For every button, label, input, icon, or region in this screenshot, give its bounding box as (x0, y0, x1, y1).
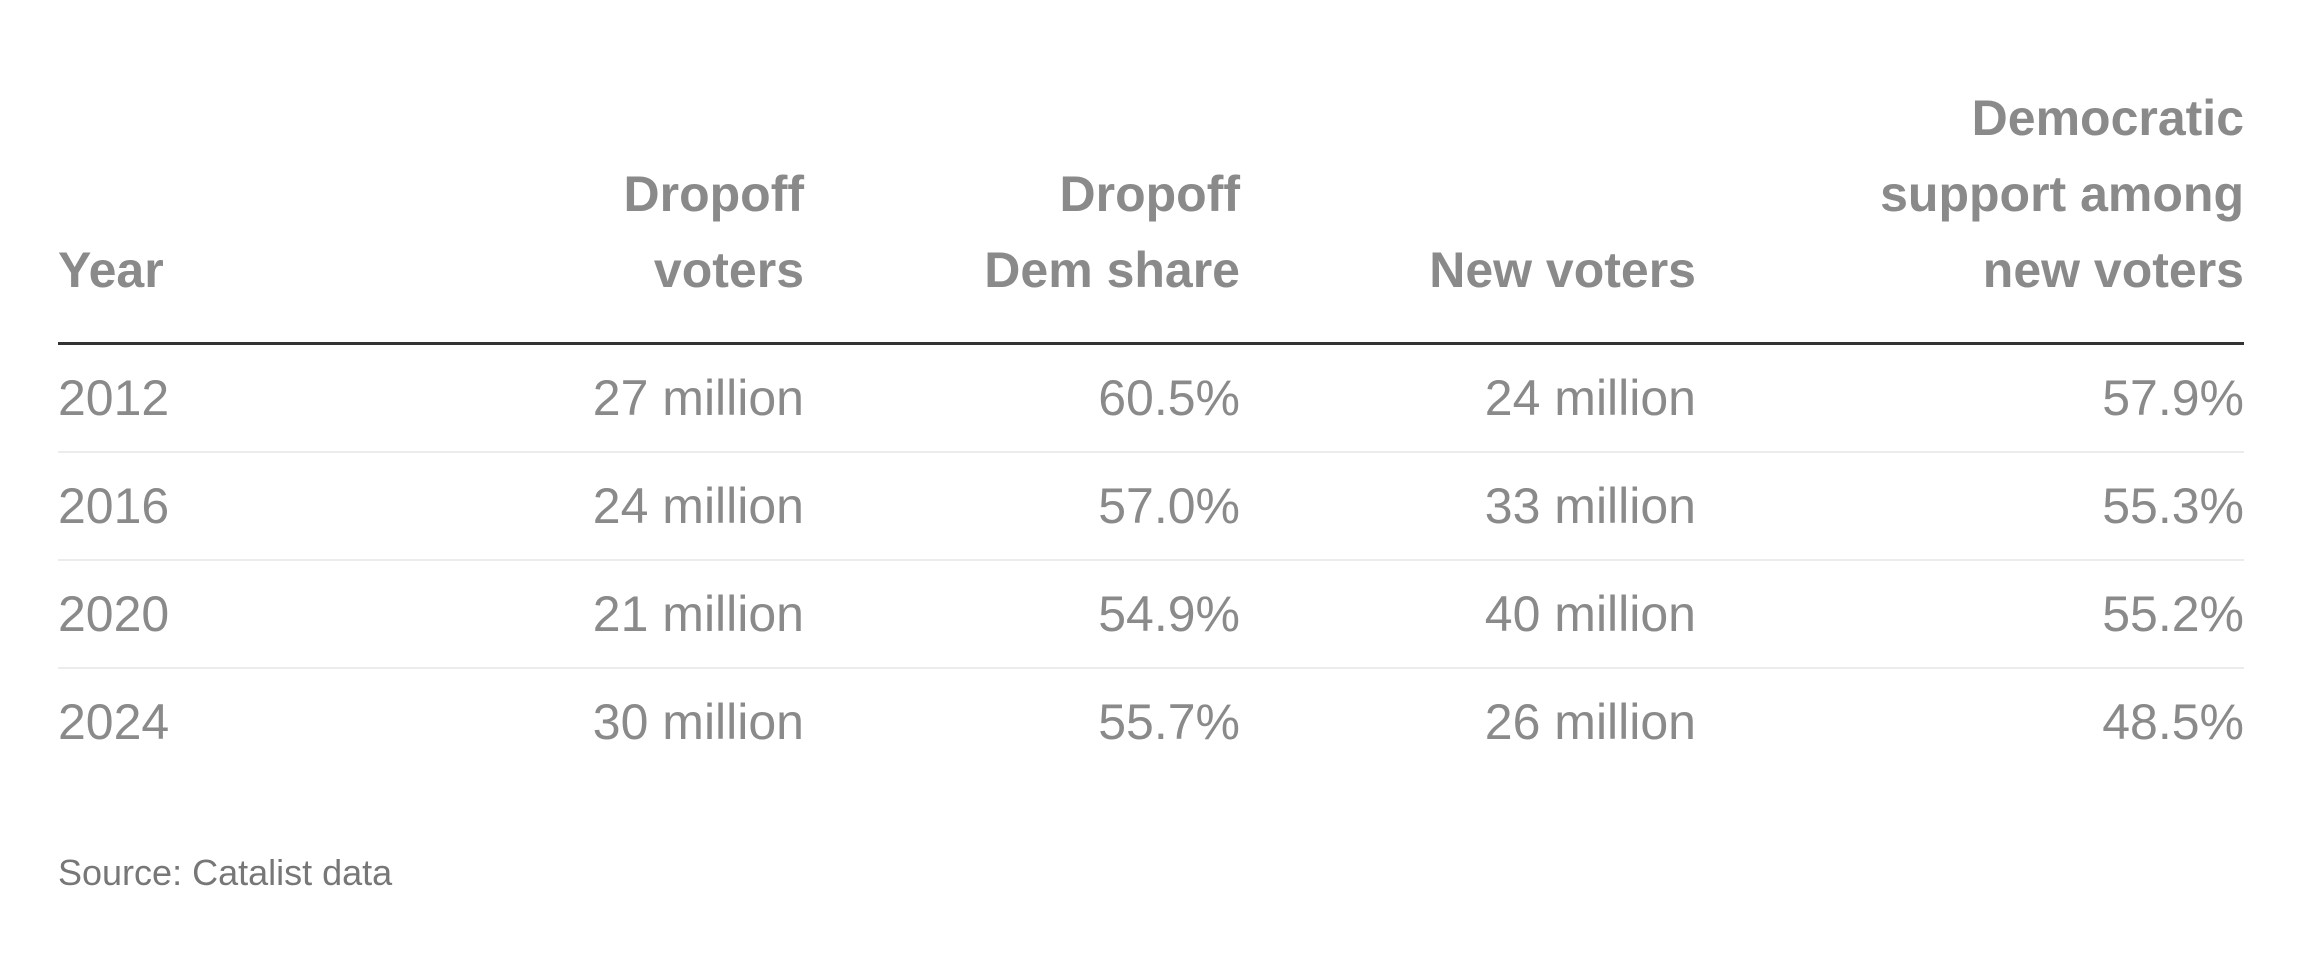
cell-dem-support-new: 55.3% (1696, 452, 2244, 561)
header-dropoff-dem-share: Dropoff Dem share (804, 80, 1241, 345)
header-dropoff-dem-share-line-2: Dem share (984, 242, 1240, 298)
table-row: 2020 21 million 54.9% 40 million 55.2% (58, 560, 2244, 669)
table-row: 2016 24 million 57.0% 33 million 55.3% (58, 452, 2244, 561)
cell-dropoff-voters: 24 million (402, 452, 804, 561)
cell-year: 2012 (58, 343, 402, 453)
header-year-label: Year (58, 242, 164, 298)
header-new-voters-label: New voters (1429, 242, 1696, 298)
cell-dem-support-new: 57.9% (1696, 343, 2244, 453)
cell-year: 2016 (58, 452, 402, 561)
header-dem-support-new-line-1: Democratic (1971, 90, 2244, 146)
cell-dropoff-dem-share: 54.9% (804, 560, 1240, 669)
header-dem-support-new-line-3: new voters (1982, 242, 2244, 298)
header-year: Year (58, 80, 402, 345)
header-dem-support-new-line-2: support among (1880, 166, 2244, 222)
header-dropoff-dem-share-line-1: Dropoff (1059, 166, 1241, 222)
cell-dropoff-dem-share: 55.7% (1098, 694, 1240, 750)
table-body: 2012 27 million 60.5% 24 million 57.9% 2… (58, 343, 2244, 776)
cell-dropoff-voters: 27 million (402, 343, 804, 453)
header-dropoff-voters-line-1: Dropoff (623, 166, 805, 222)
cell-new-voters: 40 million (1240, 560, 1696, 669)
data-table: Year Dropoff voters Dropoff Dem share Ne… (58, 80, 2244, 775)
cell-dropoff-voters: 21 million (402, 560, 804, 669)
cell-dem-support-new: 48.5% (2102, 694, 2244, 750)
cell-year: 2020 (58, 560, 402, 669)
table-row: 2012 27 million 60.5% 24 million 57.9% (58, 343, 2244, 453)
cell-new-voters: 26 million (1484, 694, 1696, 750)
table-row: 2024 30 million 55.7% 26 million 48.5% (58, 668, 2244, 775)
cell-year: 2024 (58, 694, 170, 750)
header-dem-support-new: Democratic support among new voters (1696, 80, 2244, 345)
cell-dem-support-new: 55.2% (1696, 560, 2244, 669)
header-new-voters: New voters (1240, 80, 1696, 345)
header-dropoff-voters-line-2: voters (653, 242, 804, 298)
cell-new-voters: 33 million (1240, 452, 1696, 561)
header-dropoff-voters: Dropoff voters (402, 80, 805, 345)
cell-new-voters: 24 million (1240, 343, 1696, 453)
cell-dropoff-voters: 30 million (592, 694, 804, 750)
table-header: Year Dropoff voters Dropoff Dem share Ne… (58, 80, 2244, 345)
cell-dropoff-dem-share: 60.5% (804, 343, 1240, 453)
source-note: Source: Catalist data (58, 852, 393, 893)
header-row: Year Dropoff voters Dropoff Dem share Ne… (58, 80, 2244, 345)
cell-dropoff-dem-share: 57.0% (804, 452, 1240, 561)
